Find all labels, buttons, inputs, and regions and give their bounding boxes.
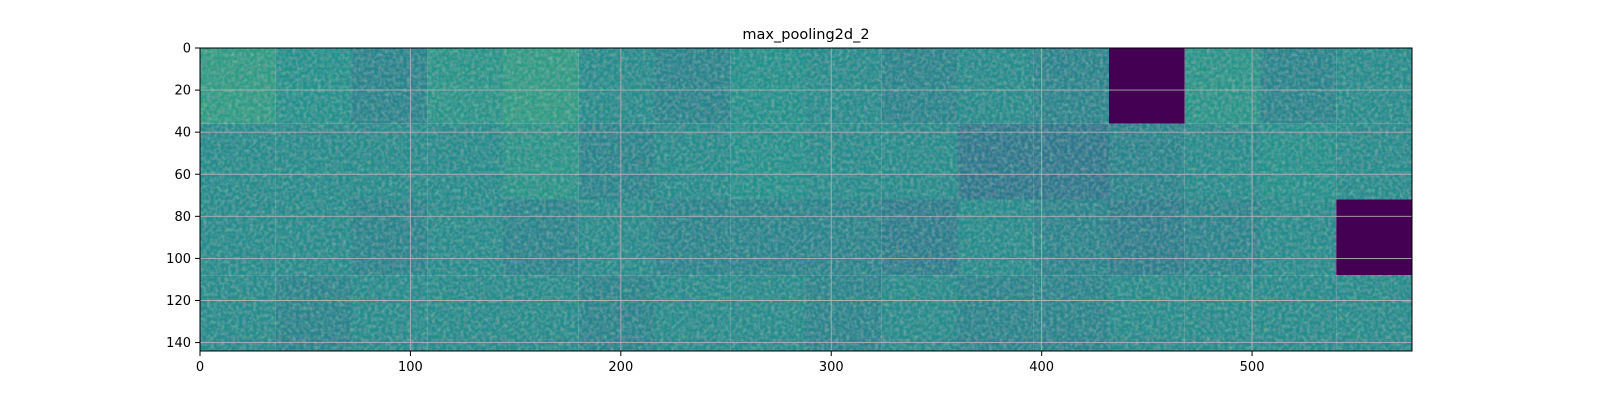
feature-tile-texture bbox=[654, 199, 731, 276]
feature-tile-texture bbox=[1184, 199, 1261, 276]
feature-tile-texture bbox=[654, 48, 731, 124]
feature-tile-texture bbox=[1184, 123, 1261, 200]
feature-tile-texture bbox=[200, 275, 276, 351]
x-tick-label: 400 bbox=[1029, 360, 1054, 375]
feature-tile-texture bbox=[1336, 123, 1412, 200]
feature-tile-texture bbox=[881, 48, 958, 124]
feature-tile-texture bbox=[200, 199, 276, 276]
feature-tile-texture bbox=[200, 48, 276, 124]
feature-tile-texture bbox=[275, 199, 352, 276]
feature-tile-texture bbox=[957, 123, 1034, 200]
feature-tile bbox=[1336, 199, 1412, 276]
chart-title: max_pooling2d_2 bbox=[742, 27, 869, 43]
feature-tile-texture bbox=[427, 199, 503, 276]
feature-tile-texture bbox=[654, 123, 731, 200]
feature-tile-texture bbox=[1260, 199, 1337, 276]
feature-tile-texture bbox=[503, 123, 579, 200]
feature-tile-texture bbox=[503, 48, 579, 124]
feature-tile-texture bbox=[1184, 48, 1261, 124]
feature-tile-texture bbox=[427, 275, 503, 351]
feature-tile-texture bbox=[730, 123, 806, 200]
feature-tile-texture bbox=[881, 199, 958, 276]
feature-tile-texture bbox=[730, 275, 806, 351]
feature-tile-texture bbox=[578, 275, 655, 351]
feature-tile-texture bbox=[503, 199, 579, 276]
feature-tile-texture bbox=[1033, 48, 1109, 124]
x-tick-label: 300 bbox=[819, 360, 844, 375]
feature-tile-texture bbox=[503, 275, 579, 351]
feature-tile-texture bbox=[1260, 275, 1337, 351]
y-tick-label: 140 bbox=[166, 336, 191, 351]
feature-tile-texture bbox=[1260, 48, 1337, 124]
feature-tile-texture bbox=[654, 275, 731, 351]
feature-tile-texture bbox=[1336, 275, 1412, 351]
feature-tile-texture bbox=[1033, 275, 1109, 351]
feature-tile-texture bbox=[578, 48, 655, 124]
x-tick-label: 0 bbox=[196, 360, 204, 375]
feature-tile-texture bbox=[806, 275, 882, 351]
feature-tile-texture bbox=[806, 123, 882, 200]
feature-tile-texture bbox=[730, 48, 806, 124]
texture-overlay bbox=[200, 48, 1412, 351]
feature-tile-texture bbox=[881, 275, 958, 351]
feature-tile-texture bbox=[730, 199, 806, 276]
feature-tile-texture bbox=[275, 123, 352, 200]
feature-tile-texture bbox=[578, 123, 655, 200]
y-tick-label: 80 bbox=[174, 210, 191, 225]
feature-tile-texture bbox=[806, 48, 882, 124]
feature-tile-texture bbox=[1109, 199, 1185, 276]
feature-tile-texture bbox=[1033, 123, 1109, 200]
feature-tile-texture bbox=[1260, 123, 1337, 200]
y-tick-label: 0 bbox=[183, 42, 191, 57]
feature-tile bbox=[1109, 48, 1185, 124]
y-tick-label: 40 bbox=[174, 126, 191, 141]
x-axis-ticks: 0 100 200 300 400 500 bbox=[196, 351, 1265, 375]
feature-tile-texture bbox=[275, 48, 352, 124]
feature-tile-texture bbox=[351, 275, 428, 351]
y-tick-label: 120 bbox=[166, 294, 191, 309]
feature-tile-texture bbox=[427, 123, 503, 200]
feature-tile-texture bbox=[200, 123, 276, 200]
feature-tile-texture bbox=[957, 199, 1034, 276]
y-tick-label: 100 bbox=[166, 252, 191, 267]
grid-lines bbox=[200, 48, 1412, 351]
y-tick-label: 60 bbox=[174, 168, 191, 183]
feature-tile-texture bbox=[1184, 275, 1261, 351]
feature-tile-texture bbox=[427, 48, 503, 124]
plot-frame bbox=[199, 47, 1413, 352]
x-tick-label: 200 bbox=[608, 360, 633, 375]
feature-tile-texture bbox=[351, 48, 428, 124]
feature-tile-texture bbox=[1336, 48, 1412, 124]
feature-tile-texture bbox=[1109, 123, 1185, 200]
feature-tile-texture bbox=[275, 275, 352, 351]
feature-tile-texture bbox=[957, 48, 1034, 124]
feature-tile-texture bbox=[1033, 199, 1109, 276]
feature-tile-texture bbox=[881, 123, 958, 200]
feature-tile-texture bbox=[1109, 275, 1185, 351]
feature-tile-texture bbox=[957, 275, 1034, 351]
feature-tile-texture bbox=[351, 199, 428, 276]
y-axis-ticks: 0 20 40 60 80 100 120 140 bbox=[166, 42, 200, 351]
feature-tile-texture bbox=[806, 199, 882, 276]
feature-tile-texture bbox=[351, 123, 428, 200]
feature-tile-texture bbox=[578, 199, 655, 276]
x-tick-label: 100 bbox=[398, 360, 423, 375]
y-tick-label: 20 bbox=[174, 84, 191, 99]
x-tick-label: 500 bbox=[1240, 360, 1265, 375]
